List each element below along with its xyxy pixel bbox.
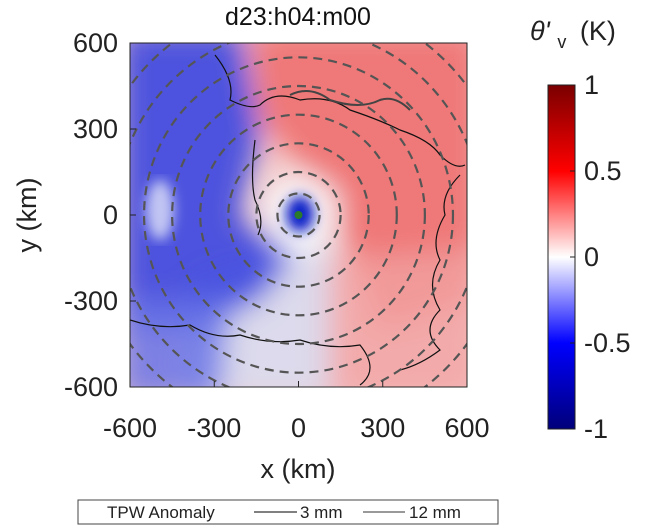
colorbar-tick-label-1: 0.5	[584, 156, 622, 186]
radius-ring-2	[227, 142, 370, 288]
radius-ring-5	[142, 56, 455, 374]
chart-title: d23:h04:m00	[225, 3, 371, 31]
x-tick-label-1: -300	[187, 413, 241, 443]
y-tick-label-1: 300	[73, 114, 118, 144]
colorbar-label: θ' v (K)	[530, 16, 616, 54]
x-axis: -600 -300 0 300 600	[103, 381, 490, 443]
colorbar-label-unit: (K)	[580, 16, 616, 46]
legend: TPW Anomaly 3 mm 12 mm	[77, 499, 499, 525]
contour-3mm-north	[214, 54, 466, 167]
radius-ring-3	[199, 113, 398, 317]
plot-area	[130, 43, 467, 387]
contour-12mm	[289, 90, 411, 111]
field-warm-south-east	[320, 250, 467, 387]
x-tick-label-4: 600	[444, 413, 489, 443]
field-cold-south-west	[130, 300, 230, 387]
colorbar-tick-label-4: -1	[584, 414, 608, 444]
x-axis-label: x (km)	[261, 454, 336, 484]
legend-entry-12mm: 12 mm	[409, 503, 461, 522]
x-tick-label-0: -600	[103, 413, 157, 443]
field-white-streak	[146, 180, 174, 240]
legend-title: TPW Anomaly	[107, 503, 215, 522]
y-tick-label-2: 0	[103, 200, 118, 230]
colorbar-tick-label-0: 1	[584, 70, 599, 100]
radius-rings	[130, 43, 467, 387]
storm-center-marker	[294, 211, 303, 219]
y-tick-label-4: -600	[64, 372, 118, 402]
y-axis-label: y (km)	[12, 178, 42, 253]
radius-ring-4	[171, 84, 426, 346]
contour-3mm-east	[399, 174, 461, 371]
colorbar-tick-label-2: 0	[584, 242, 599, 272]
colorbar-label-main: θ'	[530, 16, 551, 46]
radius-ring-1	[255, 170, 342, 260]
colorbar-ticks: 1 0.5 0 -0.5 -1	[570, 70, 631, 444]
colorbar-label-sub: v	[557, 32, 566, 52]
field-cold-west-band	[130, 43, 300, 330]
radius-ring-0	[276, 192, 321, 238]
x-tick-label-3: 300	[360, 413, 405, 443]
y-tick-label-0: 600	[73, 28, 118, 58]
y-tick-label-3: -300	[64, 286, 118, 316]
y-axis: 600 300 0 -300 -600	[64, 28, 136, 402]
contour-3mm-west	[251, 139, 262, 236]
legend-entry-3mm: 3 mm	[300, 503, 343, 522]
x-tick-label-2: 0	[291, 413, 306, 443]
colorbar-tick-label-3: -0.5	[584, 328, 631, 358]
